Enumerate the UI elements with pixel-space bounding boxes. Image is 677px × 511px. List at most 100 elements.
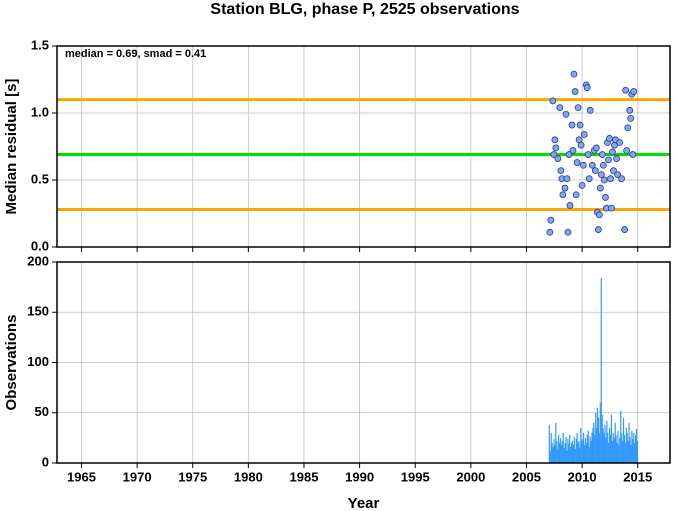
point [610,167,617,175]
bar [570,446,572,463]
bar [581,438,583,463]
point [562,110,570,118]
bar [575,438,577,463]
point [599,161,607,169]
bar [570,442,573,463]
bar [620,410,622,463]
bar [609,434,612,463]
point [561,184,569,192]
bar [550,432,552,463]
bar [579,447,581,463]
x-tick-label: 1980 [234,469,263,484]
bar [585,442,587,463]
bar [592,427,594,463]
y-axis-label: Median residual [s] [3,79,20,215]
bar [557,448,559,463]
bar [603,432,605,463]
point [609,148,616,156]
bar [604,424,606,463]
point [596,184,604,192]
bar [635,428,638,463]
bar [596,427,598,463]
point [554,155,562,162]
point [622,86,630,94]
bar [599,402,601,463]
bar [602,427,604,463]
y-tick-label: 100 [27,354,49,369]
bar [628,422,630,463]
bar [601,414,603,463]
bar [621,432,623,463]
point [592,144,600,152]
point [598,151,606,158]
bar [573,436,575,463]
bar [576,432,578,463]
point [591,167,599,175]
bar [606,420,608,463]
point [565,151,573,158]
x-tick-label: 1985 [290,469,319,484]
bar [625,427,627,463]
point [583,84,591,91]
bar [613,437,615,463]
point [576,121,584,129]
bar [608,442,610,463]
x-tick-label: 2005 [512,469,541,484]
bar [618,444,620,463]
bar [593,422,595,463]
point [626,106,634,114]
point [564,228,572,236]
bar [632,438,634,463]
point [616,139,624,146]
point [568,121,576,129]
point [551,136,559,144]
point [552,144,560,152]
y-tick-label: 1.0 [31,104,49,119]
bar [600,278,602,463]
point [608,204,615,212]
plot-frame [56,261,671,464]
bar [562,432,564,463]
y-tick-label: 50 [35,404,49,419]
chart-title: Station BLG, phase P, 2525 observations [210,1,519,18]
bar [556,440,558,463]
point [550,151,558,158]
bar [619,437,621,463]
point [577,141,585,149]
point [629,151,637,158]
x-tick-label: 1990 [345,469,374,484]
point [623,147,631,154]
point [606,135,613,142]
bar [567,438,569,463]
plot-frame [56,45,671,248]
bar [612,432,614,463]
point [597,171,605,179]
bar [548,424,550,463]
point [621,226,629,233]
point [600,176,608,184]
point [574,104,582,112]
bar [634,434,637,463]
point [571,88,579,95]
bar [621,440,624,463]
y-tick-label: 0.0 [31,238,49,253]
bar [611,440,614,463]
point [559,191,567,199]
bar [578,440,580,463]
x-tick-label: 2000 [456,469,485,484]
point [579,161,587,169]
bar [587,430,589,463]
point [566,202,574,209]
point [557,167,565,175]
bar [627,440,629,463]
bar [605,437,607,463]
point [613,155,620,162]
y-tick-label: 200 [27,253,49,268]
x-axis-label: Year [348,495,380,511]
bar [615,434,617,463]
x-tick-label: 2010 [568,469,597,484]
bar [590,440,592,463]
bar [626,432,628,463]
point [624,124,632,132]
point [585,175,593,183]
